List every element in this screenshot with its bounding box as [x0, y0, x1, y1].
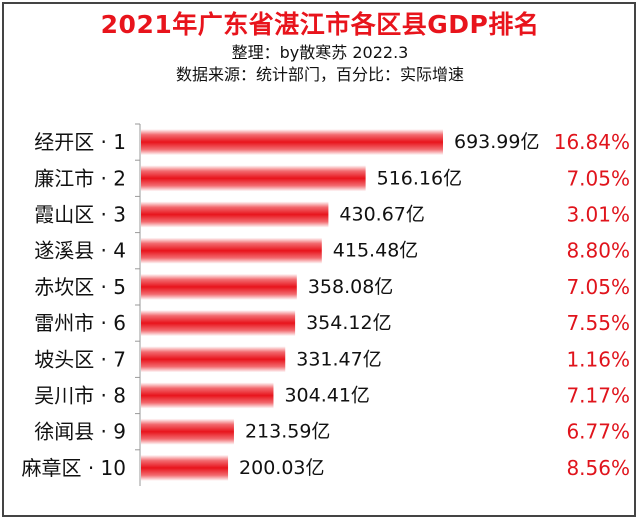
chart-header: 2021年广东省湛江市各区县GDP排名 整理：by散寒苏 2022.3 数据来源…	[0, 8, 640, 86]
growth-rate-label: 16.84%	[554, 130, 630, 154]
growth-rate-label: 6.77%	[566, 420, 630, 444]
bar	[141, 237, 322, 264]
growth-rate-label: 8.80%	[566, 239, 630, 263]
value-label: 213.59亿	[245, 421, 330, 443]
value-label: 304.41亿	[284, 385, 369, 407]
bar	[141, 346, 286, 373]
category-label: 赤坎区 · 5	[34, 275, 126, 299]
value-label: 354.12亿	[306, 312, 391, 334]
bar	[141, 165, 366, 192]
category-label: 经开区 · 1	[34, 130, 126, 154]
growth-rate-label: 7.05%	[566, 166, 630, 190]
value-label: 693.99亿	[454, 131, 539, 153]
bar	[141, 129, 443, 156]
chart-subtitle: 整理：by散寒苏 2022.3	[231, 43, 409, 62]
category-label: 徐闻县 · 9	[34, 420, 126, 444]
bar	[141, 201, 329, 228]
value-label: 516.16亿	[377, 167, 462, 189]
bar	[141, 310, 296, 337]
data-source-note: 数据来源：统计部门，百分比：实际增速	[175, 65, 464, 84]
category-label: 坡头区 · 7	[34, 347, 126, 371]
chart-title: 2021年广东省湛江市各区县GDP排名	[100, 10, 540, 39]
growth-rate-label: 1.16%	[566, 347, 630, 371]
category-label: 麻章区 · 10	[21, 456, 126, 480]
value-label: 358.08亿	[308, 276, 393, 298]
bar	[141, 382, 274, 409]
growth-rate-label: 3.01%	[566, 203, 630, 227]
bar	[141, 418, 234, 445]
value-label: 430.67亿	[339, 204, 424, 226]
category-label: 霞山区 · 3	[34, 203, 126, 227]
category-label: 雷州市 · 6	[34, 311, 126, 335]
growth-rate-label: 7.05%	[566, 275, 630, 299]
growth-rate-label: 8.56%	[566, 456, 630, 480]
bar	[141, 273, 297, 300]
value-label: 200.03亿	[239, 457, 324, 479]
value-label: 415.48亿	[333, 240, 418, 262]
category-label: 廉江市 · 2	[34, 166, 126, 190]
value-label: 331.47亿	[296, 348, 381, 370]
chart-frame	[2, 2, 636, 517]
growth-rate-label: 7.55%	[566, 311, 630, 335]
growth-rate-label: 7.17%	[566, 384, 630, 408]
category-label: 遂溪县 · 4	[34, 239, 126, 263]
category-label: 吴川市 · 8	[34, 384, 126, 408]
bar	[141, 454, 229, 481]
